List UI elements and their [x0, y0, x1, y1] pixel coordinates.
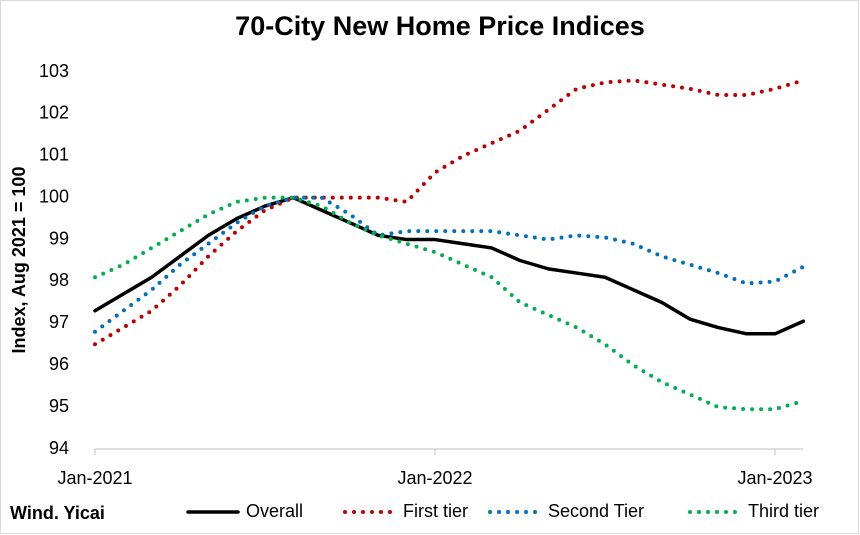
y-tick-label: 101: [39, 145, 69, 165]
y-tick-label: 99: [49, 228, 69, 248]
x-tick-label: Jan-2023: [737, 468, 812, 488]
y-tick-label: 102: [39, 103, 69, 123]
y-tick-label: 94: [49, 438, 69, 458]
y-tick-label: 95: [49, 396, 69, 416]
series-line: [93, 195, 806, 412]
y-tick-label: 98: [49, 270, 69, 290]
x-tick-label: Jan-2022: [397, 468, 472, 488]
chart-title: 70-City New Home Price Indices: [235, 11, 645, 41]
legend-label: Second Tier: [548, 501, 644, 521]
legend-label: Third tier: [748, 501, 819, 521]
series-line: [93, 195, 806, 336]
legend-label: Overall: [246, 501, 303, 521]
source: Wind. Yicai: [10, 503, 105, 523]
y-axis-label: Index, Aug 2021 = 100: [9, 167, 29, 354]
y-tick-label: 103: [39, 61, 69, 81]
legend-label: First tier: [403, 501, 468, 521]
y-tick-label: 96: [49, 354, 69, 374]
y-tick-label: 100: [39, 186, 69, 206]
x-tick-label: Jan-2021: [57, 468, 132, 488]
y-tick-label: 97: [49, 312, 69, 332]
